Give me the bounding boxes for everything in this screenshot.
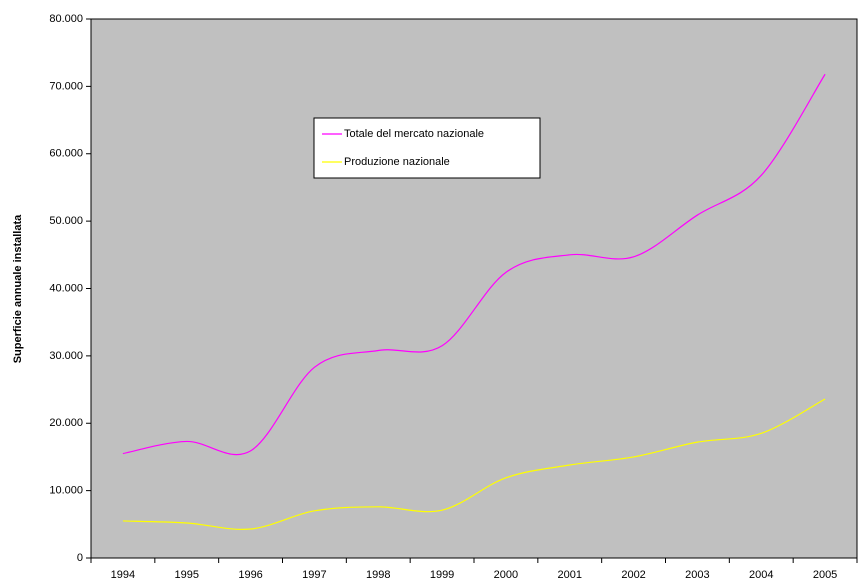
legend-box — [313, 117, 541, 179]
y-tick-label: 30.000 — [49, 350, 83, 362]
x-tick-label: 1998 — [366, 569, 390, 581]
y-tick-label: 40.000 — [49, 282, 83, 294]
x-tick-label: 2005 — [813, 569, 837, 581]
x-tick-label: 2003 — [685, 569, 709, 581]
x-tick-label: 2000 — [494, 569, 518, 581]
y-tick-label: 0 — [77, 552, 83, 564]
y-tick-label: 20.000 — [49, 417, 83, 429]
x-tick-label: 1994 — [111, 569, 135, 581]
y-tick-label: 50.000 — [49, 215, 83, 227]
x-tick-label: 1995 — [175, 569, 199, 581]
x-tick-label: 1999 — [430, 569, 454, 581]
x-tick-label: 1996 — [238, 569, 262, 581]
legend-label: Produzione nazionale — [344, 156, 450, 168]
x-tick-label: 2001 — [558, 569, 582, 581]
y-tick-label: 10.000 — [49, 485, 83, 497]
y-tick-label: 80.000 — [49, 13, 83, 25]
plot-area — [90, 18, 858, 559]
y-tick-label: 70.000 — [49, 80, 83, 92]
series-line — [122, 398, 826, 530]
x-tick-label: 2002 — [621, 569, 645, 581]
x-tick-label: 1997 — [302, 569, 326, 581]
x-tick-label: 2004 — [749, 569, 773, 581]
legend-label: Totale del mercato nazionale — [344, 128, 484, 140]
y-tick-label: 60.000 — [49, 148, 83, 160]
series-line — [122, 73, 826, 456]
y-axis-label: Superficie annuale installata — [12, 214, 24, 363]
